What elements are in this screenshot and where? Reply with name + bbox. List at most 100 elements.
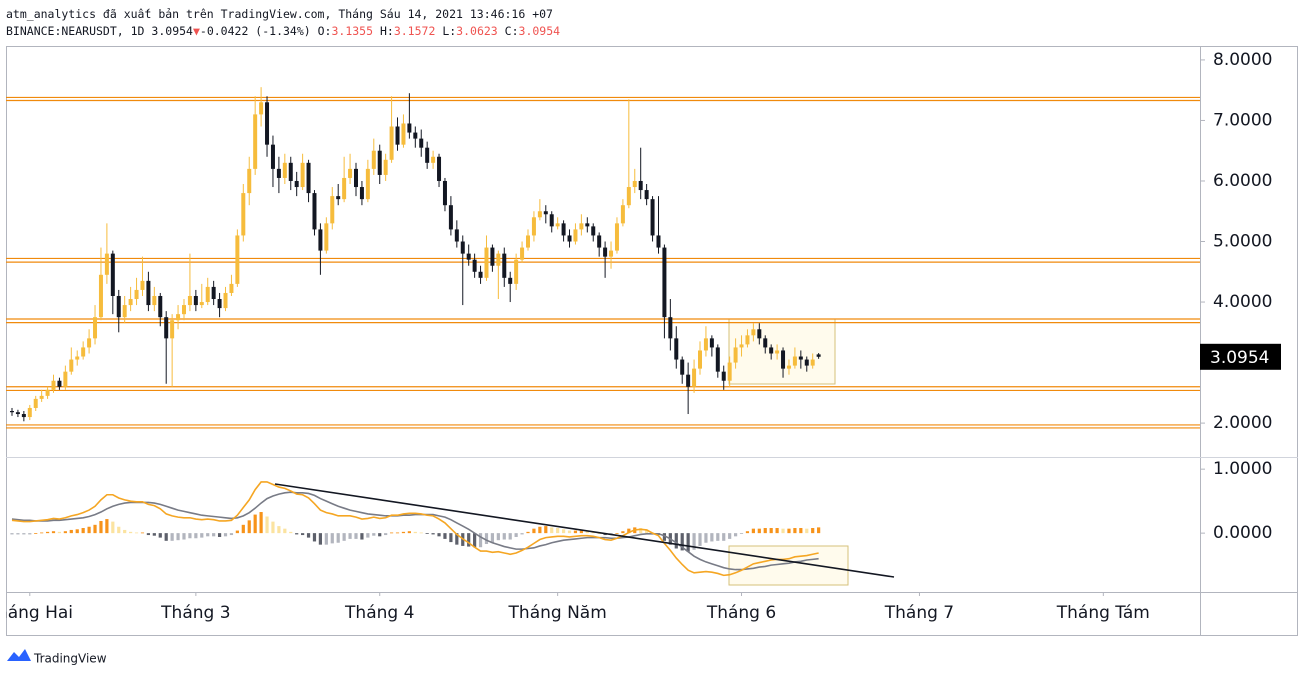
candle-body bbox=[781, 350, 786, 369]
candle-body bbox=[816, 354, 821, 357]
histogram-bar bbox=[733, 533, 738, 537]
candle-body bbox=[217, 299, 222, 309]
candle-body bbox=[454, 229, 459, 242]
histogram-bar bbox=[496, 533, 500, 541]
candle-body bbox=[342, 177, 347, 200]
y-tick-label: 5.0000 bbox=[1213, 232, 1272, 252]
histogram-bar bbox=[401, 531, 406, 534]
histogram-bar bbox=[680, 533, 684, 551]
histogram-bar bbox=[229, 533, 234, 536]
candle-body bbox=[609, 250, 614, 257]
candle-body bbox=[745, 335, 750, 345]
histogram-bar bbox=[22, 533, 26, 535]
macd-box bbox=[728, 545, 849, 586]
candle-body bbox=[413, 132, 418, 139]
candle-body bbox=[626, 187, 631, 206]
candle-body bbox=[668, 317, 673, 339]
histogram-bar bbox=[188, 533, 192, 539]
histogram-bar bbox=[449, 533, 453, 543]
candle-body bbox=[674, 338, 679, 360]
time-axis: Tháng Hai Tháng 3 Tháng 4 Tháng Năm Tháng 6 T… bbox=[6, 592, 1150, 623]
histogram-bar bbox=[544, 526, 548, 534]
y-tick-label: 4.0000 bbox=[1213, 292, 1272, 312]
candle-body bbox=[721, 371, 726, 381]
candle-body bbox=[371, 150, 376, 169]
candle-body bbox=[703, 338, 708, 351]
candle-body bbox=[294, 180, 299, 188]
candle-body bbox=[312, 193, 317, 230]
histogram-bar bbox=[247, 520, 251, 534]
candle-body bbox=[75, 356, 80, 360]
histogram-bar bbox=[508, 533, 512, 540]
candle-body bbox=[792, 356, 797, 366]
histogram-bar bbox=[271, 521, 275, 534]
histogram-bar bbox=[176, 533, 180, 541]
candle-body bbox=[98, 274, 103, 318]
histogram-bar bbox=[757, 528, 761, 534]
publisher-line: atm_analytics đã xuất bản trên TradingVi… bbox=[6, 7, 553, 21]
candle-body bbox=[520, 247, 525, 260]
candle-body bbox=[348, 168, 353, 178]
histogram-bar bbox=[799, 528, 803, 534]
candle-body bbox=[241, 193, 246, 236]
candle-body bbox=[336, 196, 341, 200]
o-label: O: bbox=[318, 24, 332, 38]
candle-body bbox=[698, 350, 703, 369]
histogram-bar bbox=[16, 533, 20, 535]
symbol: BINANCE:NEARUSDT, 1D bbox=[6, 24, 145, 38]
candle-body bbox=[502, 253, 507, 278]
candle-body bbox=[490, 247, 495, 266]
histogram-bar bbox=[99, 520, 103, 534]
candle-body bbox=[769, 347, 774, 354]
histogram-bar bbox=[217, 533, 222, 537]
histogram-bar bbox=[330, 533, 334, 544]
histogram-bar bbox=[117, 526, 121, 534]
histogram-bar bbox=[348, 533, 352, 539]
candle-body bbox=[87, 338, 92, 348]
histogram-bar bbox=[627, 528, 631, 534]
histogram-bar bbox=[561, 529, 566, 534]
macd-line bbox=[11, 481, 819, 577]
histogram-bar bbox=[751, 528, 755, 534]
change: -0.0422 (-1.34%) bbox=[200, 24, 311, 38]
histogram-bar bbox=[419, 532, 423, 534]
histogram-bar bbox=[467, 533, 471, 547]
candle-body bbox=[276, 168, 281, 178]
histogram-bar bbox=[152, 533, 156, 536]
h-label: H: bbox=[380, 24, 394, 38]
candle-body bbox=[543, 211, 548, 215]
l-label: L: bbox=[442, 24, 456, 38]
candle-body bbox=[270, 144, 275, 169]
candle-body bbox=[27, 407, 32, 418]
candle-body bbox=[81, 347, 86, 357]
histogram-bar bbox=[769, 528, 773, 534]
candle-body bbox=[798, 356, 803, 360]
histogram-bar bbox=[686, 533, 690, 552]
candle-body bbox=[21, 414, 26, 418]
histogram-bar bbox=[129, 531, 133, 534]
candle-body bbox=[460, 241, 465, 254]
candle-body bbox=[662, 247, 667, 318]
histogram-bar bbox=[301, 533, 305, 536]
open: 3.1355 bbox=[331, 24, 373, 38]
histogram-bar bbox=[502, 533, 506, 540]
candle-body bbox=[597, 235, 602, 248]
y-tick-label: 8.0000 bbox=[1213, 50, 1272, 70]
histogram-bar bbox=[170, 533, 174, 541]
histogram-bar bbox=[615, 533, 619, 534]
histogram-bar bbox=[431, 533, 435, 535]
candle-body bbox=[425, 147, 430, 163]
histogram-bar bbox=[312, 533, 317, 542]
histogram-bar bbox=[182, 533, 186, 540]
ohlc-line: BINANCE:NEARUSDT, 1D 3.0954▼-0.0422 (-1.… bbox=[6, 24, 560, 38]
x-tick-label: Tháng Tám bbox=[1056, 603, 1150, 623]
histogram-bar bbox=[75, 529, 79, 534]
candle-body bbox=[472, 259, 477, 272]
histogram-bar bbox=[585, 531, 589, 534]
histogram-bar bbox=[253, 514, 257, 534]
histogram-bar bbox=[639, 528, 643, 534]
candle-body bbox=[176, 314, 181, 321]
histogram-bar bbox=[550, 527, 554, 534]
histogram-bar bbox=[793, 528, 797, 534]
